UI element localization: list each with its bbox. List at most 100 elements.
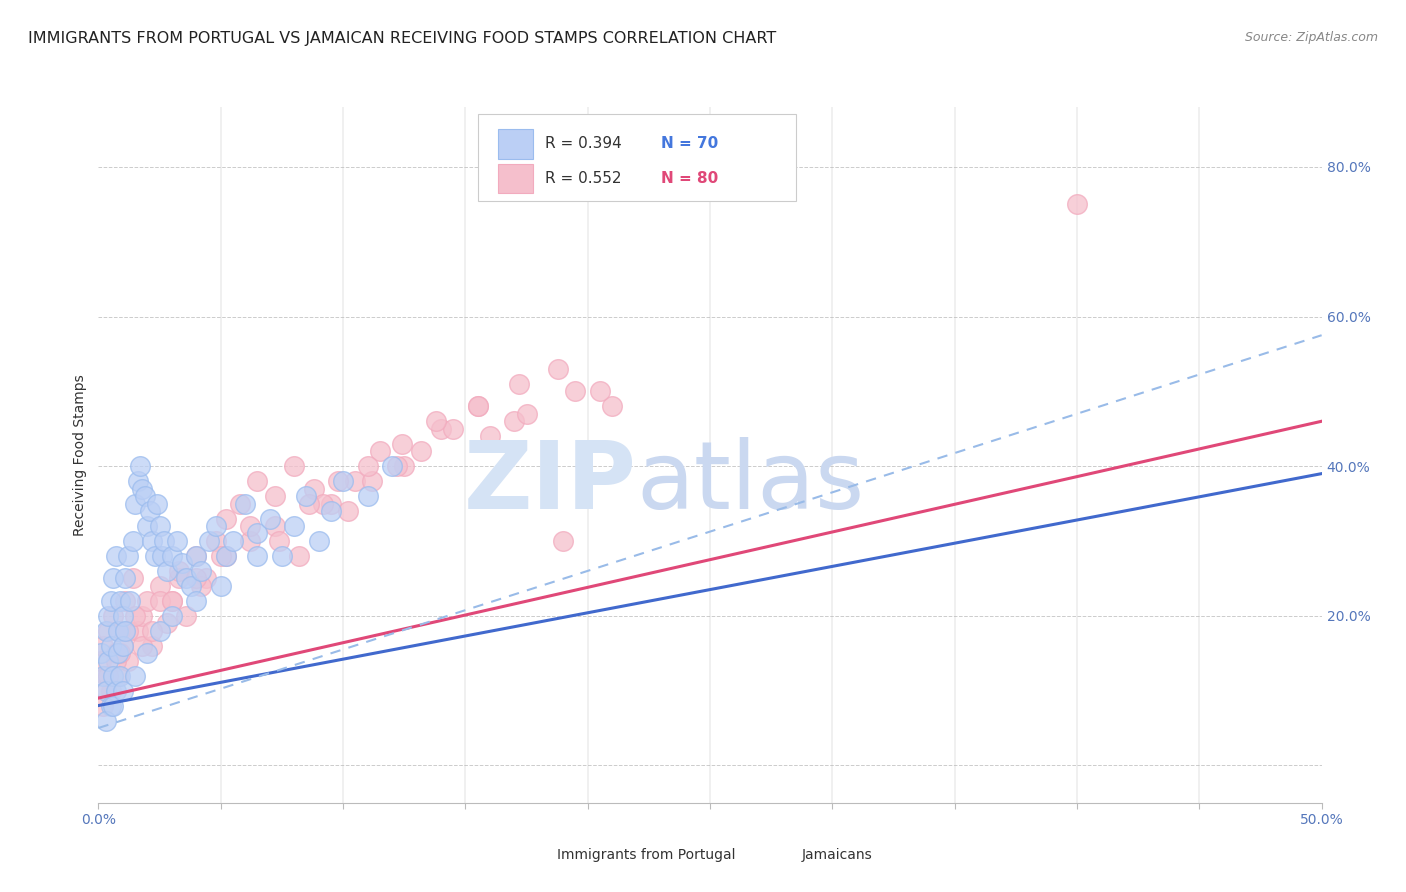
Point xyxy=(120,594,142,608)
Point xyxy=(160,608,183,623)
Point xyxy=(336,504,359,518)
Point xyxy=(246,526,269,541)
Point xyxy=(104,646,127,660)
Text: ZIP: ZIP xyxy=(464,437,637,529)
Point xyxy=(344,474,367,488)
Point xyxy=(190,579,212,593)
Point xyxy=(114,624,136,638)
Point xyxy=(160,549,183,563)
Point xyxy=(361,474,384,488)
Point xyxy=(117,654,139,668)
Point xyxy=(136,519,159,533)
Point xyxy=(391,436,413,450)
Point xyxy=(295,489,318,503)
Point xyxy=(121,533,143,548)
Point xyxy=(97,668,120,682)
Point xyxy=(160,594,183,608)
Point xyxy=(270,549,294,563)
Point xyxy=(425,414,447,428)
Text: Immigrants from Portugal: Immigrants from Portugal xyxy=(557,848,735,862)
Point xyxy=(214,549,236,563)
Point xyxy=(91,698,114,713)
Point xyxy=(91,639,114,653)
Point xyxy=(259,511,281,525)
Point xyxy=(441,422,464,436)
Point xyxy=(107,646,129,660)
Point xyxy=(111,683,134,698)
Point xyxy=(101,608,124,623)
Point xyxy=(180,579,202,593)
Point xyxy=(1066,197,1088,211)
Point xyxy=(90,646,112,660)
Point xyxy=(328,474,350,488)
Point xyxy=(117,549,139,563)
Point xyxy=(100,683,122,698)
Point xyxy=(90,654,112,668)
Point xyxy=(467,399,489,413)
Point xyxy=(170,557,193,571)
Point xyxy=(111,608,134,623)
Bar xyxy=(759,842,793,868)
Point xyxy=(515,407,537,421)
Point xyxy=(503,414,526,428)
Point xyxy=(110,646,132,660)
Point xyxy=(186,594,208,608)
Point xyxy=(176,571,198,585)
Point xyxy=(124,668,146,682)
Point xyxy=(209,579,232,593)
Point xyxy=(508,376,530,391)
Point xyxy=(97,654,120,668)
Point xyxy=(141,533,163,548)
Bar xyxy=(498,129,533,159)
Point xyxy=(94,668,117,682)
Point xyxy=(385,459,408,474)
Point xyxy=(91,668,114,682)
Y-axis label: Receiving Food Stamps: Receiving Food Stamps xyxy=(73,374,87,536)
Point xyxy=(332,474,354,488)
Text: R = 0.394: R = 0.394 xyxy=(546,136,621,152)
Point xyxy=(127,624,149,638)
Point xyxy=(195,571,218,585)
Point xyxy=(186,571,208,585)
Point xyxy=(104,654,127,668)
Point xyxy=(149,624,172,638)
Point xyxy=(186,549,208,563)
Point xyxy=(263,519,285,533)
Text: R = 0.552: R = 0.552 xyxy=(546,171,621,186)
Point xyxy=(100,639,122,653)
Point xyxy=(319,497,342,511)
Point xyxy=(141,624,163,638)
Point xyxy=(209,549,232,563)
Point xyxy=(131,639,153,653)
Point xyxy=(104,683,127,698)
Point xyxy=(589,384,612,399)
Point xyxy=(167,571,190,585)
Point xyxy=(166,533,188,548)
Text: IMMIGRANTS FROM PORTUGAL VS JAMAICAN RECEIVING FOOD STAMPS CORRELATION CHART: IMMIGRANTS FROM PORTUGAL VS JAMAICAN REC… xyxy=(28,31,776,46)
Point xyxy=(467,399,489,413)
Point xyxy=(564,384,586,399)
Point xyxy=(547,362,569,376)
Point xyxy=(101,668,124,682)
Point xyxy=(302,482,325,496)
Text: Source: ZipAtlas.com: Source: ZipAtlas.com xyxy=(1244,31,1378,45)
Point xyxy=(110,594,132,608)
Point xyxy=(312,497,335,511)
Point xyxy=(229,497,252,511)
Point xyxy=(150,549,173,563)
Point xyxy=(153,533,176,548)
Point xyxy=(143,549,166,563)
Text: N = 70: N = 70 xyxy=(661,136,718,152)
Point xyxy=(100,698,122,713)
Point xyxy=(101,571,124,585)
Point xyxy=(124,497,146,511)
Point xyxy=(149,594,172,608)
Point xyxy=(381,459,404,474)
Point xyxy=(134,489,156,503)
Point xyxy=(298,497,321,511)
Text: Jamaicans: Jamaicans xyxy=(801,848,873,862)
Point xyxy=(214,511,236,525)
Point xyxy=(356,459,378,474)
Point xyxy=(136,594,159,608)
Point xyxy=(114,571,136,585)
